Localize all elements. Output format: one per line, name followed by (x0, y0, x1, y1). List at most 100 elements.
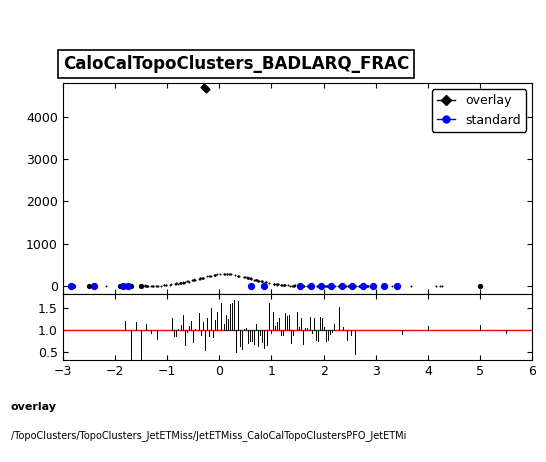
Point (123, 282, 132, 290)
Point (276, 281, 285, 289)
Point (387, 282, 396, 290)
Point (348, 282, 357, 290)
Point (435, 282, 444, 289)
Point (140, 282, 149, 289)
Point (361, 282, 370, 290)
Point (370, 282, 379, 290)
Point (298, 282, 307, 290)
Point (336, 282, 345, 290)
Point (257, 278, 265, 285)
Point (299, 282, 308, 289)
Point (280, 281, 288, 289)
Point (363, 282, 371, 289)
Point (222, 271, 231, 278)
Point (257, 278, 266, 286)
Point (233, 272, 242, 280)
Point (176, 279, 185, 286)
Point (198, 274, 206, 281)
Point (196, 274, 205, 281)
Point (308, 282, 317, 290)
Point (205, 272, 213, 280)
Point (393, 282, 401, 290)
Point (198, 274, 207, 282)
Point (348, 282, 357, 290)
Point (202, 273, 211, 280)
Point (319, 282, 328, 290)
Point (223, 271, 232, 278)
Point (303, 282, 312, 289)
Point (352, 282, 360, 290)
Point (327, 282, 336, 290)
Point (277, 281, 286, 288)
Point (258, 278, 266, 285)
Point (297, 282, 306, 290)
Point (159, 281, 168, 289)
Point (241, 274, 250, 281)
Point (239, 273, 248, 280)
Point (265, 280, 274, 287)
Point (251, 277, 259, 284)
Point (219, 271, 228, 278)
Point (144, 282, 152, 290)
Point (300, 282, 308, 290)
Point (270, 280, 279, 288)
Point (149, 282, 158, 290)
Point (359, 282, 367, 290)
Point (210, 271, 219, 279)
Point (316, 282, 324, 290)
Point (286, 282, 294, 289)
Point (136, 282, 145, 290)
Point (273, 280, 282, 288)
Point (306, 282, 314, 290)
Point (176, 279, 185, 286)
Point (259, 282, 268, 290)
Point (210, 271, 219, 278)
Point (344, 282, 353, 290)
Point (159, 281, 168, 289)
Point (289, 282, 298, 290)
Point (185, 278, 193, 285)
Point (173, 280, 182, 287)
Point (369, 282, 378, 290)
Point (262, 279, 270, 286)
Point (220, 270, 229, 278)
Point (157, 282, 165, 289)
Point (278, 281, 287, 289)
Point (306, 282, 315, 290)
Point (337, 282, 346, 290)
Point (224, 270, 233, 278)
Point (351, 282, 359, 290)
Point (148, 282, 157, 289)
Point (358, 282, 367, 290)
Point (247, 275, 256, 282)
Point (362, 282, 371, 290)
Point (247, 275, 256, 282)
Point (361, 282, 370, 289)
Point (140, 282, 149, 290)
Point (362, 282, 371, 290)
Point (181, 279, 189, 286)
Point (258, 278, 266, 285)
Point (195, 275, 204, 282)
Point (166, 281, 175, 288)
Point (244, 274, 252, 282)
Point (216, 270, 224, 278)
Point (143, 282, 152, 289)
Point (171, 280, 180, 287)
Point (116, 282, 124, 290)
Point (432, 282, 441, 289)
Point (322, 282, 331, 290)
Point (189, 276, 198, 283)
Point (172, 280, 181, 288)
Point (234, 272, 243, 279)
Point (188, 277, 197, 284)
Point (206, 272, 215, 280)
Point (370, 282, 379, 289)
Point (194, 275, 203, 283)
Point (363, 282, 372, 290)
Point (262, 279, 271, 286)
Point (138, 282, 146, 290)
Point (476, 282, 484, 290)
Point (360, 282, 369, 290)
Point (347, 282, 355, 290)
